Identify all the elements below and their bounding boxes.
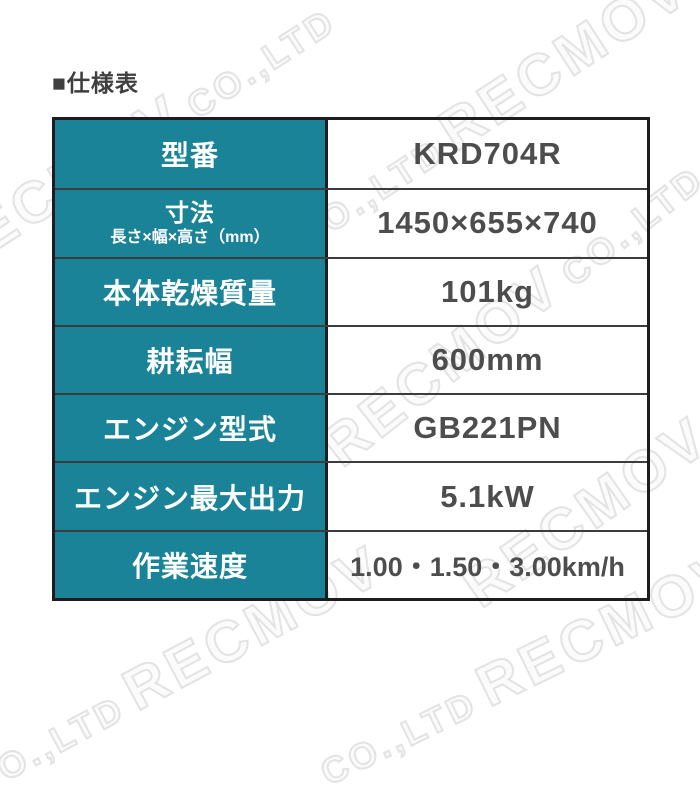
spec-label-working-speed: 作業速度 bbox=[55, 531, 328, 598]
spec-label-text: エンジン最大出力 bbox=[73, 482, 306, 514]
spec-value-tilling-width: 600mm bbox=[328, 327, 647, 393]
spec-label-text: 本体乾燥質量 bbox=[102, 277, 277, 309]
spec-value-engine-max-output: 5.1kW bbox=[328, 463, 647, 529]
table-row: 型番 KRD704R bbox=[55, 120, 647, 189]
table-row: 耕耘幅 600mm bbox=[55, 324, 647, 394]
spec-label-text: エンジン型式 bbox=[102, 414, 277, 446]
spec-label-text: 作業速度 bbox=[131, 550, 248, 582]
spec-label-text: 耕耘幅 bbox=[146, 345, 234, 377]
spec-value-dry-weight: 101kg bbox=[328, 259, 647, 325]
spec-value-model: KRD704R bbox=[328, 120, 647, 188]
table-row: エンジン最大出力 5.1kW bbox=[55, 461, 647, 530]
spec-table: 型番 KRD704R 寸法 長さ×幅×高さ（mm） 1450×655×740 本… bbox=[52, 117, 650, 601]
spec-value-text: GB221PN bbox=[413, 410, 562, 446]
spec-value-text: 5.1kW bbox=[440, 478, 535, 514]
spec-value-text: KRD704R bbox=[413, 136, 562, 172]
spec-label-engine-max-output: エンジン最大出力 bbox=[55, 463, 328, 530]
table-row: 作業速度 1.00・1.50・3.00km/h bbox=[55, 529, 647, 598]
spec-label-model: 型番 bbox=[55, 120, 328, 189]
spec-value-text: 101kg bbox=[441, 273, 534, 309]
spec-label-subtext: 長さ×幅×高さ（mm） bbox=[110, 228, 270, 246]
spec-value-text: 1.00・1.50・3.00km/h bbox=[350, 552, 625, 583]
spec-value-text: 600mm bbox=[431, 341, 544, 377]
spec-value-dimensions: 1450×655×740 bbox=[328, 190, 647, 256]
spec-label-dimensions: 寸法 長さ×幅×高さ（mm） bbox=[55, 190, 328, 257]
spec-label-engine-model: エンジン型式 bbox=[55, 395, 328, 462]
spec-label-text: 寸法 bbox=[165, 200, 215, 228]
page-title: ■仕様表 bbox=[52, 70, 139, 96]
spec-label-text: 型番 bbox=[160, 140, 219, 172]
table-row: エンジン型式 GB221PN bbox=[55, 393, 647, 462]
table-row: 本体乾燥質量 101kg bbox=[55, 256, 647, 325]
spec-label-dry-weight: 本体乾燥質量 bbox=[55, 258, 328, 325]
spec-value-engine-model: GB221PN bbox=[328, 395, 647, 461]
spec-label-tilling-width: 耕耘幅 bbox=[55, 326, 328, 394]
spec-value-text: 1450×655×740 bbox=[377, 205, 598, 241]
spec-value-working-speed: 1.00・1.50・3.00km/h bbox=[328, 532, 647, 598]
table-row: 寸法 長さ×幅×高さ（mm） 1450×655×740 bbox=[55, 188, 647, 257]
